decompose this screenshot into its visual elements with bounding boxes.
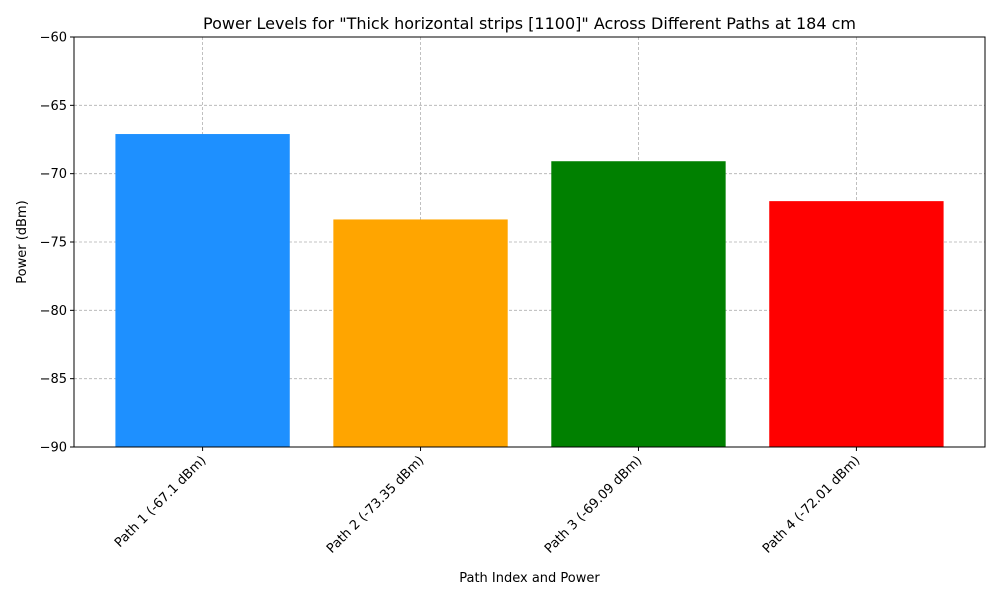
chart-title: Power Levels for "Thick horizontal strip… [203,14,856,33]
y-tick-label: −85 [40,372,67,387]
bars [115,134,944,448]
bar [551,161,726,448]
bar [115,134,290,448]
bar [333,219,508,447]
x-tick-label: Path 1 (-67.1 dBm) [112,453,209,550]
x-tick-label: Path 3 (-69.09 dBm) [542,453,645,556]
y-axis-ticks: −90 −85 −80 −75 −70 −65 −60 [40,31,74,456]
y-axis-label: Power (dBm) [15,200,30,283]
y-tick-label: −65 [40,99,67,114]
y-tick-label: −75 [40,236,67,251]
y-tick-label: −80 [40,304,67,319]
y-tick-label: −90 [40,441,67,456]
x-tick-label: Path 4 (-72.01 dBm) [760,453,863,556]
x-axis-label: Path Index and Power [459,571,600,586]
y-tick-label: −70 [40,167,67,182]
bar [769,201,944,447]
x-axis-ticks: Path 1 (-67.1 dBm) Path 2 (-73.35 dBm) Pat… [112,447,863,557]
y-tick-label: −60 [40,31,67,46]
x-tick-label: Path 2 (-73.35 dBm) [324,453,427,556]
